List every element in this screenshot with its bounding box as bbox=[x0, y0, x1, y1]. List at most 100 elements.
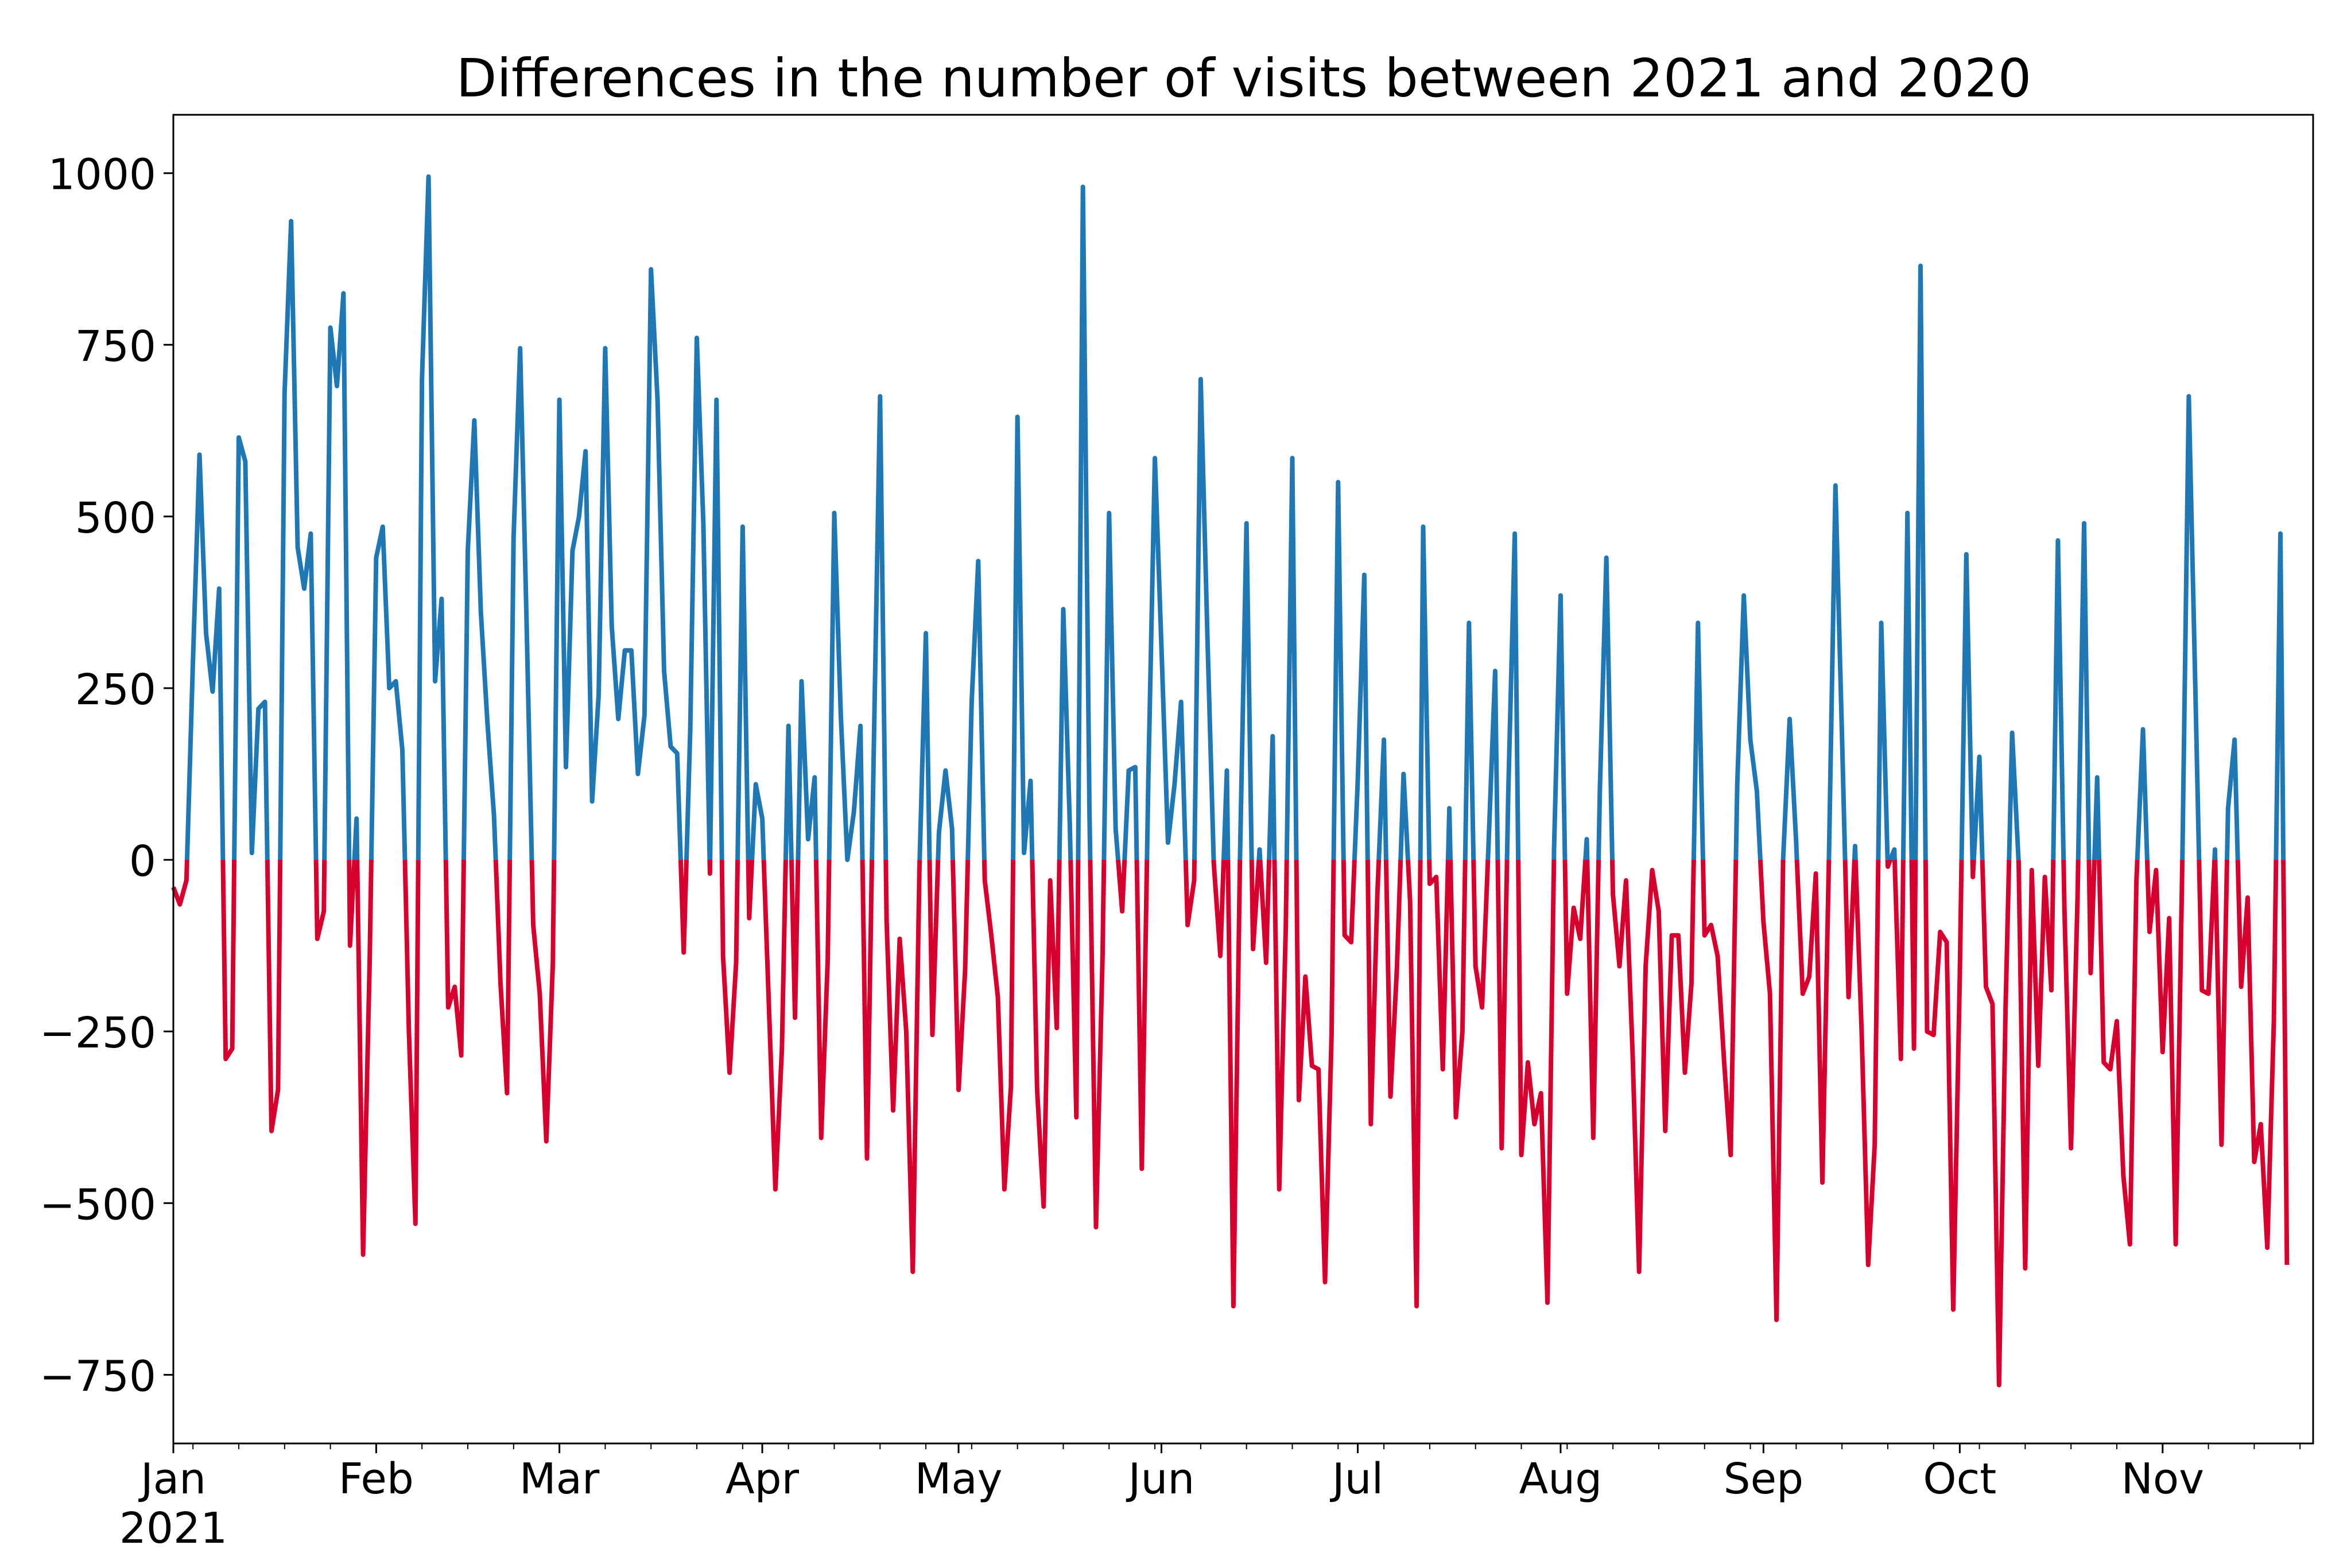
series-line-positive bbox=[2212, 847, 2218, 860]
series-line-negative bbox=[220, 860, 237, 1061]
series-line-negative bbox=[1211, 859, 1226, 958]
series-line-negative bbox=[1610, 860, 1696, 1274]
series-line-negative bbox=[981, 860, 1016, 1192]
series-line-positive bbox=[278, 219, 319, 860]
series-line-negative bbox=[493, 859, 513, 1096]
series-line-negative bbox=[347, 859, 357, 948]
chart-title: Differences in the number of visits betw… bbox=[456, 48, 2032, 109]
series-line-negative bbox=[2016, 859, 2056, 1271]
series-line-positive bbox=[2007, 730, 2021, 860]
series-line-negative bbox=[1495, 860, 1510, 1151]
y-tick-label: −500 bbox=[40, 1180, 156, 1229]
series-line-positive bbox=[917, 631, 932, 860]
series-line-positive bbox=[1076, 184, 1093, 860]
series-line-negative bbox=[2197, 859, 2217, 996]
series-line-positive bbox=[1192, 377, 1216, 860]
series-line-positive bbox=[2051, 538, 2066, 860]
series-line-negative bbox=[860, 860, 875, 1161]
series-line-positive bbox=[796, 679, 818, 860]
series-line-negative bbox=[1225, 860, 1243, 1309]
series-line-negative bbox=[2213, 860, 2229, 1147]
series-line-negative bbox=[1516, 860, 1557, 1305]
series-line-positive bbox=[2225, 737, 2240, 860]
series-line-positive bbox=[1221, 768, 1231, 860]
series-line-positive bbox=[322, 291, 352, 860]
x-tick-label: May bbox=[915, 1454, 1003, 1504]
plot-lines bbox=[171, 174, 2290, 1388]
series-line-negative bbox=[1365, 859, 1382, 1127]
series-line-negative bbox=[1294, 860, 1336, 1284]
series-line-positive bbox=[368, 524, 408, 860]
series-line-positive bbox=[870, 394, 889, 860]
series-line-negative bbox=[1842, 859, 1857, 1000]
series-line-positive bbox=[750, 782, 766, 860]
series-line-positive bbox=[735, 524, 751, 860]
series-line-positive bbox=[1011, 414, 1035, 860]
x-tick-sublabel: 2021 bbox=[119, 1504, 227, 1553]
x-tick-label: Nov bbox=[2121, 1454, 2204, 1504]
series-line-positive bbox=[1780, 716, 1799, 860]
series-line-positive bbox=[1876, 620, 1890, 860]
series-line-negative bbox=[1923, 860, 1964, 1312]
series-line-positive bbox=[1971, 754, 1985, 860]
x-tick-label: Oct bbox=[1923, 1454, 1996, 1504]
series-line-positive bbox=[1331, 480, 1346, 860]
series-line-positive bbox=[1122, 764, 1139, 860]
series-line-positive bbox=[1352, 572, 1370, 860]
x-tick-label: Apr bbox=[726, 1454, 800, 1504]
series-line-negative bbox=[313, 860, 327, 941]
series-line-positive bbox=[1267, 733, 1277, 860]
series-line-negative bbox=[1272, 860, 1289, 1192]
series-line-negative bbox=[443, 860, 466, 1058]
series-line-negative bbox=[746, 859, 755, 921]
series-line-positive bbox=[1959, 552, 1975, 860]
series-line-negative bbox=[1183, 859, 1197, 927]
series-line-positive bbox=[507, 346, 534, 860]
series-line-negative bbox=[1585, 860, 1601, 1140]
series-line-negative bbox=[171, 859, 189, 907]
series-line-positive bbox=[1691, 620, 1705, 860]
series-line-negative bbox=[1448, 860, 1468, 1120]
series-line-positive bbox=[1145, 456, 1188, 860]
series-line-negative bbox=[1427, 859, 1450, 1072]
x-tick-label: Jun bbox=[1126, 1454, 1195, 1504]
series-line-negative bbox=[927, 859, 941, 1038]
series-line-negative bbox=[1980, 859, 2012, 1388]
series-line-negative bbox=[529, 860, 557, 1144]
series-line-negative bbox=[1030, 860, 1062, 1209]
series-line-negative bbox=[1701, 860, 1739, 1158]
y-tick-label: 0 bbox=[129, 837, 156, 886]
series-line-negative bbox=[1088, 860, 1107, 1230]
x-tick-label: Mar bbox=[519, 1454, 600, 1504]
series-line-positive bbox=[1733, 593, 1763, 860]
series-line-positive bbox=[1826, 483, 1848, 860]
series-line-negative bbox=[1341, 859, 1357, 945]
series-line-positive bbox=[1551, 593, 1568, 860]
series-line-negative bbox=[1249, 859, 1262, 952]
series-line-positive bbox=[2180, 394, 2202, 860]
series-line-negative bbox=[2144, 859, 2185, 1247]
series-line-negative bbox=[1068, 860, 1081, 1120]
x-tick-label: Jul bbox=[1330, 1454, 1383, 1504]
series-line-positive bbox=[2274, 531, 2286, 860]
series-line-positive bbox=[232, 435, 270, 860]
series-line-positive bbox=[1418, 524, 1432, 860]
series-line-negative bbox=[1909, 860, 1918, 1051]
series-line-positive bbox=[461, 418, 498, 860]
x-tick-label: Aug bbox=[1519, 1454, 1603, 1504]
series-line-positive bbox=[2075, 521, 2092, 860]
series-line-positive bbox=[1596, 555, 1615, 860]
series-line-positive bbox=[1583, 837, 1590, 860]
series-line-negative bbox=[813, 860, 832, 1140]
series-line-positive bbox=[2135, 727, 2150, 860]
series-line-positive bbox=[1485, 669, 1500, 860]
series-line-negative bbox=[2281, 860, 2290, 1265]
y-tick-label: 250 bbox=[75, 665, 156, 715]
series-line-negative bbox=[1134, 860, 1150, 1171]
series-line-positive bbox=[684, 335, 712, 860]
series-line-positive bbox=[352, 816, 360, 860]
series-line-negative bbox=[1853, 859, 1881, 1267]
x-tick-label: Feb bbox=[339, 1454, 414, 1504]
series-line-positive bbox=[1445, 806, 1453, 860]
